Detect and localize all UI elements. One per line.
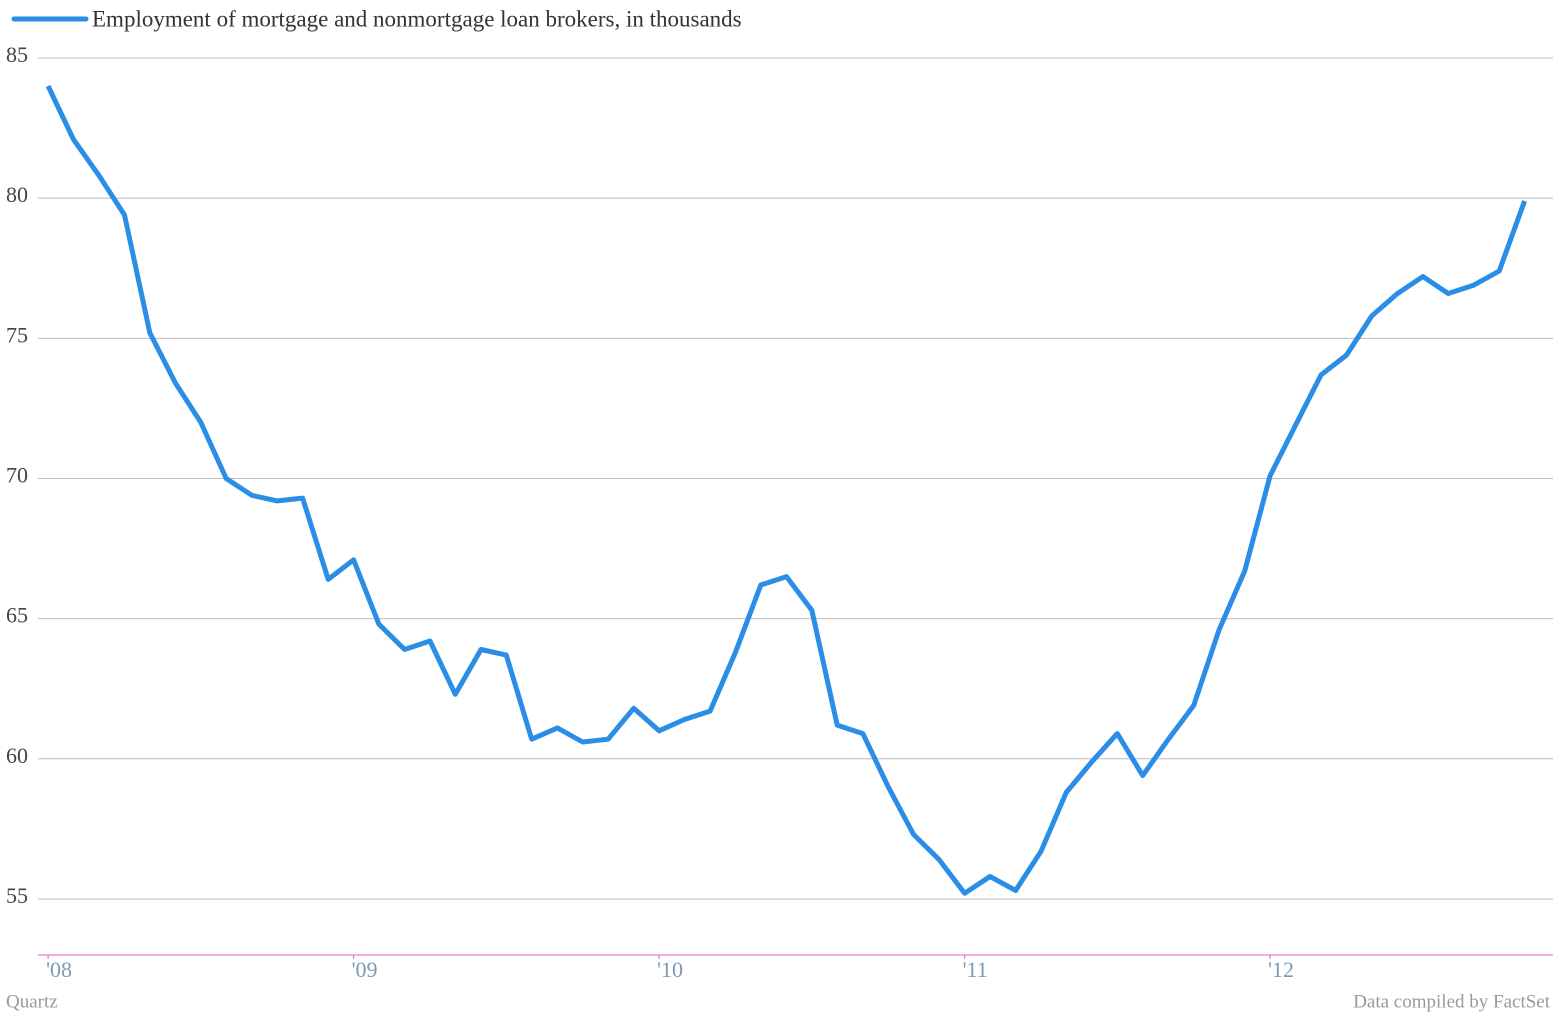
y-tick-label: 65 [6,603,28,628]
x-tick-label: '09 [352,957,378,982]
y-tick-label: 55 [6,883,28,908]
credit: Quartz [6,991,58,1012]
source: Data compiled by FactSet [1353,991,1551,1012]
y-tick-label: 80 [6,182,28,207]
x-tick-label: '08 [46,957,72,982]
y-tick-label: 75 [6,322,28,347]
y-tick-label: 85 [6,42,28,67]
data-line [45,84,1527,896]
y-tick-label: 70 [6,463,28,488]
x-tick-label: '11 [963,957,988,982]
y-tick-label: 60 [6,743,28,768]
legend-label: Employment of mortgage and nonmortgage l… [92,6,742,31]
x-tick-label: '10 [657,957,683,982]
x-tick-label: '12 [1268,957,1294,982]
